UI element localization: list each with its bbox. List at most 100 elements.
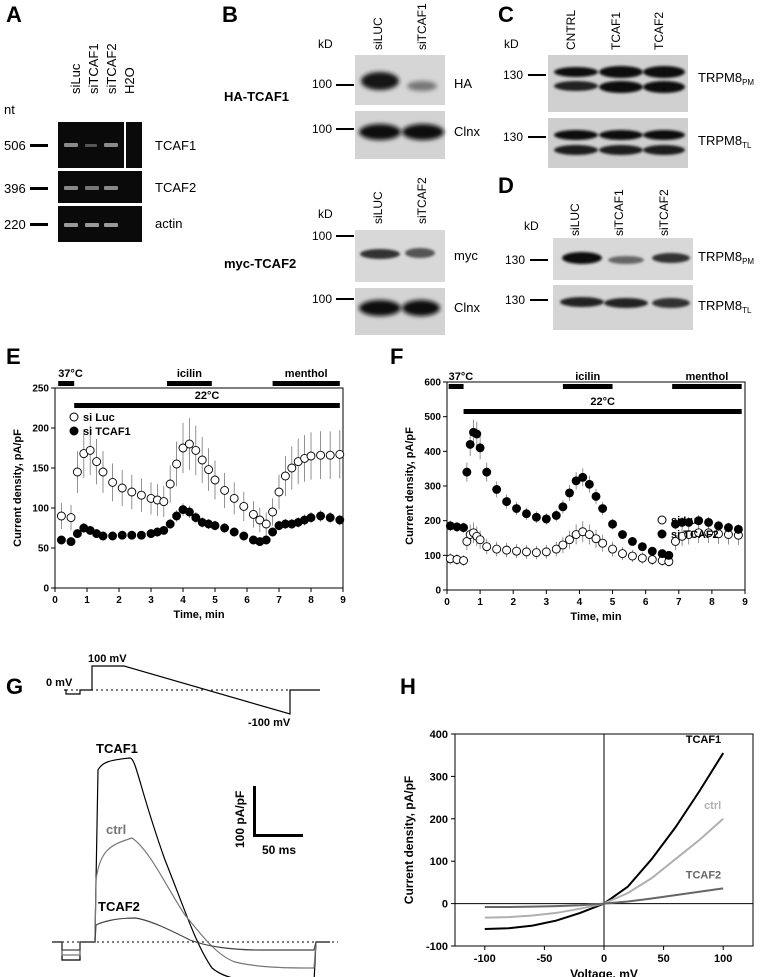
y-tick-label: 200 — [430, 814, 448, 826]
marker-130-d2: 130 — [505, 293, 525, 307]
y-tick-label: 150 — [32, 464, 49, 475]
data-point — [220, 485, 230, 495]
label-0mv: 0 mV — [46, 677, 73, 689]
data-point — [127, 487, 137, 497]
data-point — [255, 515, 265, 525]
band — [554, 145, 598, 155]
panel-d: D kD siLUC siTCAF1 siTCAF2 130 130 TRPM8… — [498, 173, 754, 330]
data-point — [197, 455, 207, 465]
kd-label-c: kD — [504, 37, 519, 51]
band — [652, 298, 690, 308]
lane-label-h2o: H2O — [122, 67, 137, 94]
data-point — [558, 540, 568, 550]
lane-label-siluc: siLuc — [68, 63, 83, 94]
data-point — [220, 523, 230, 533]
data-point — [56, 511, 66, 521]
x-axis-label: Time, min — [570, 611, 621, 623]
y-tick-label: 500 — [424, 412, 441, 423]
lane-label-sitcaf2-b: siTCAF2 — [415, 177, 429, 224]
data-point — [136, 530, 146, 540]
data-point — [704, 528, 714, 538]
data-point — [512, 504, 521, 513]
data-point — [210, 475, 220, 485]
x-tick-label: 0 — [601, 953, 607, 965]
data-point — [598, 538, 608, 548]
treatment-bar — [58, 381, 75, 386]
x-tick-label: -50 — [536, 953, 552, 965]
y-tick-label: 600 — [424, 378, 441, 389]
band — [599, 145, 643, 155]
lane-label-cntrl: CNTRL — [564, 10, 578, 50]
data-point — [694, 528, 704, 538]
data-point — [172, 459, 182, 469]
marker-100-myc: 100 — [312, 229, 332, 243]
data-point — [578, 472, 588, 482]
data-point — [191, 513, 201, 523]
data-point — [229, 527, 239, 537]
x-tick-label: 6 — [244, 595, 250, 606]
treatment-bar — [562, 384, 613, 389]
construct-myc-tcaf2: myc-TCAF2 — [224, 256, 296, 271]
data-point — [306, 451, 316, 461]
y-tick-label: 200 — [32, 424, 49, 435]
data-point — [512, 546, 521, 556]
treatment-bar — [463, 409, 742, 414]
data-point — [335, 515, 345, 525]
y-axis-label: Current density, pA/pF — [12, 429, 24, 547]
data-point — [178, 443, 188, 453]
legend-marker — [657, 515, 667, 525]
treatment-bar — [672, 384, 742, 389]
data-point — [482, 467, 492, 477]
data-point — [591, 491, 601, 501]
data-point — [584, 479, 594, 489]
band — [104, 223, 118, 227]
scale-bar-x — [253, 834, 303, 837]
y-tick-label: 300 — [424, 482, 441, 493]
treatment-label: icilin — [575, 371, 600, 383]
treatment-bar — [167, 381, 212, 386]
data-point — [210, 521, 220, 531]
legend-label: si TCAF1 — [83, 426, 131, 438]
y-tick-label: 400 — [424, 447, 441, 458]
data-point — [664, 550, 674, 560]
panel-b: B kD siLUC siTCAF1 100 100 HA Clnx HA-TC… — [222, 2, 481, 335]
x-tick-label: 1 — [477, 597, 483, 608]
band — [560, 297, 604, 307]
data-point — [565, 535, 574, 545]
lane-label-sitcaf1-b: siTCAF1 — [415, 3, 429, 50]
data-point — [637, 542, 647, 552]
x-axis-label: Time, min — [173, 609, 224, 621]
row-label-actin: actin — [155, 216, 182, 231]
band — [652, 253, 690, 263]
data-point — [117, 483, 127, 493]
row-label-trpm8-tl-d: TRPM8TL — [698, 298, 752, 315]
marker-130-c2: 130 — [503, 130, 523, 144]
chart-f: 0 1 2 3 4 5 6 7 8 9 0 100 200 300 400 500 600 Time, min Cu… — [404, 371, 748, 623]
marker-130-d1: 130 — [505, 253, 525, 267]
x-tick-label: 9 — [742, 597, 748, 608]
x-tick-label: 7 — [676, 597, 682, 608]
band — [85, 144, 97, 147]
iv-curve — [484, 887, 724, 908]
x-tick-label: 0 — [52, 595, 58, 606]
lane-label-sitcaf2-d: siTCAF2 — [657, 189, 671, 236]
marker-220: 220 — [4, 217, 26, 232]
y-tick-label: 400 — [430, 729, 448, 741]
marker-100-clnx2: 100 — [312, 292, 332, 306]
band — [361, 72, 399, 90]
data-point — [522, 509, 531, 519]
data-point — [127, 530, 137, 540]
band — [359, 300, 401, 316]
label-100mv: 100 mV — [88, 653, 127, 665]
data-point — [184, 507, 194, 517]
nt-label: nt — [4, 102, 15, 117]
band — [562, 252, 602, 264]
row-label-clnx-2: Clnx — [454, 300, 481, 315]
chart-h: -100 -50 0 50 100 -100 0 100 200 300 400 Voltage, m… — [402, 729, 754, 977]
data-point — [608, 519, 618, 529]
legend-marker — [69, 426, 79, 436]
treatment-label: menthol — [686, 371, 729, 383]
data-point — [66, 537, 76, 547]
data-point — [591, 534, 601, 544]
